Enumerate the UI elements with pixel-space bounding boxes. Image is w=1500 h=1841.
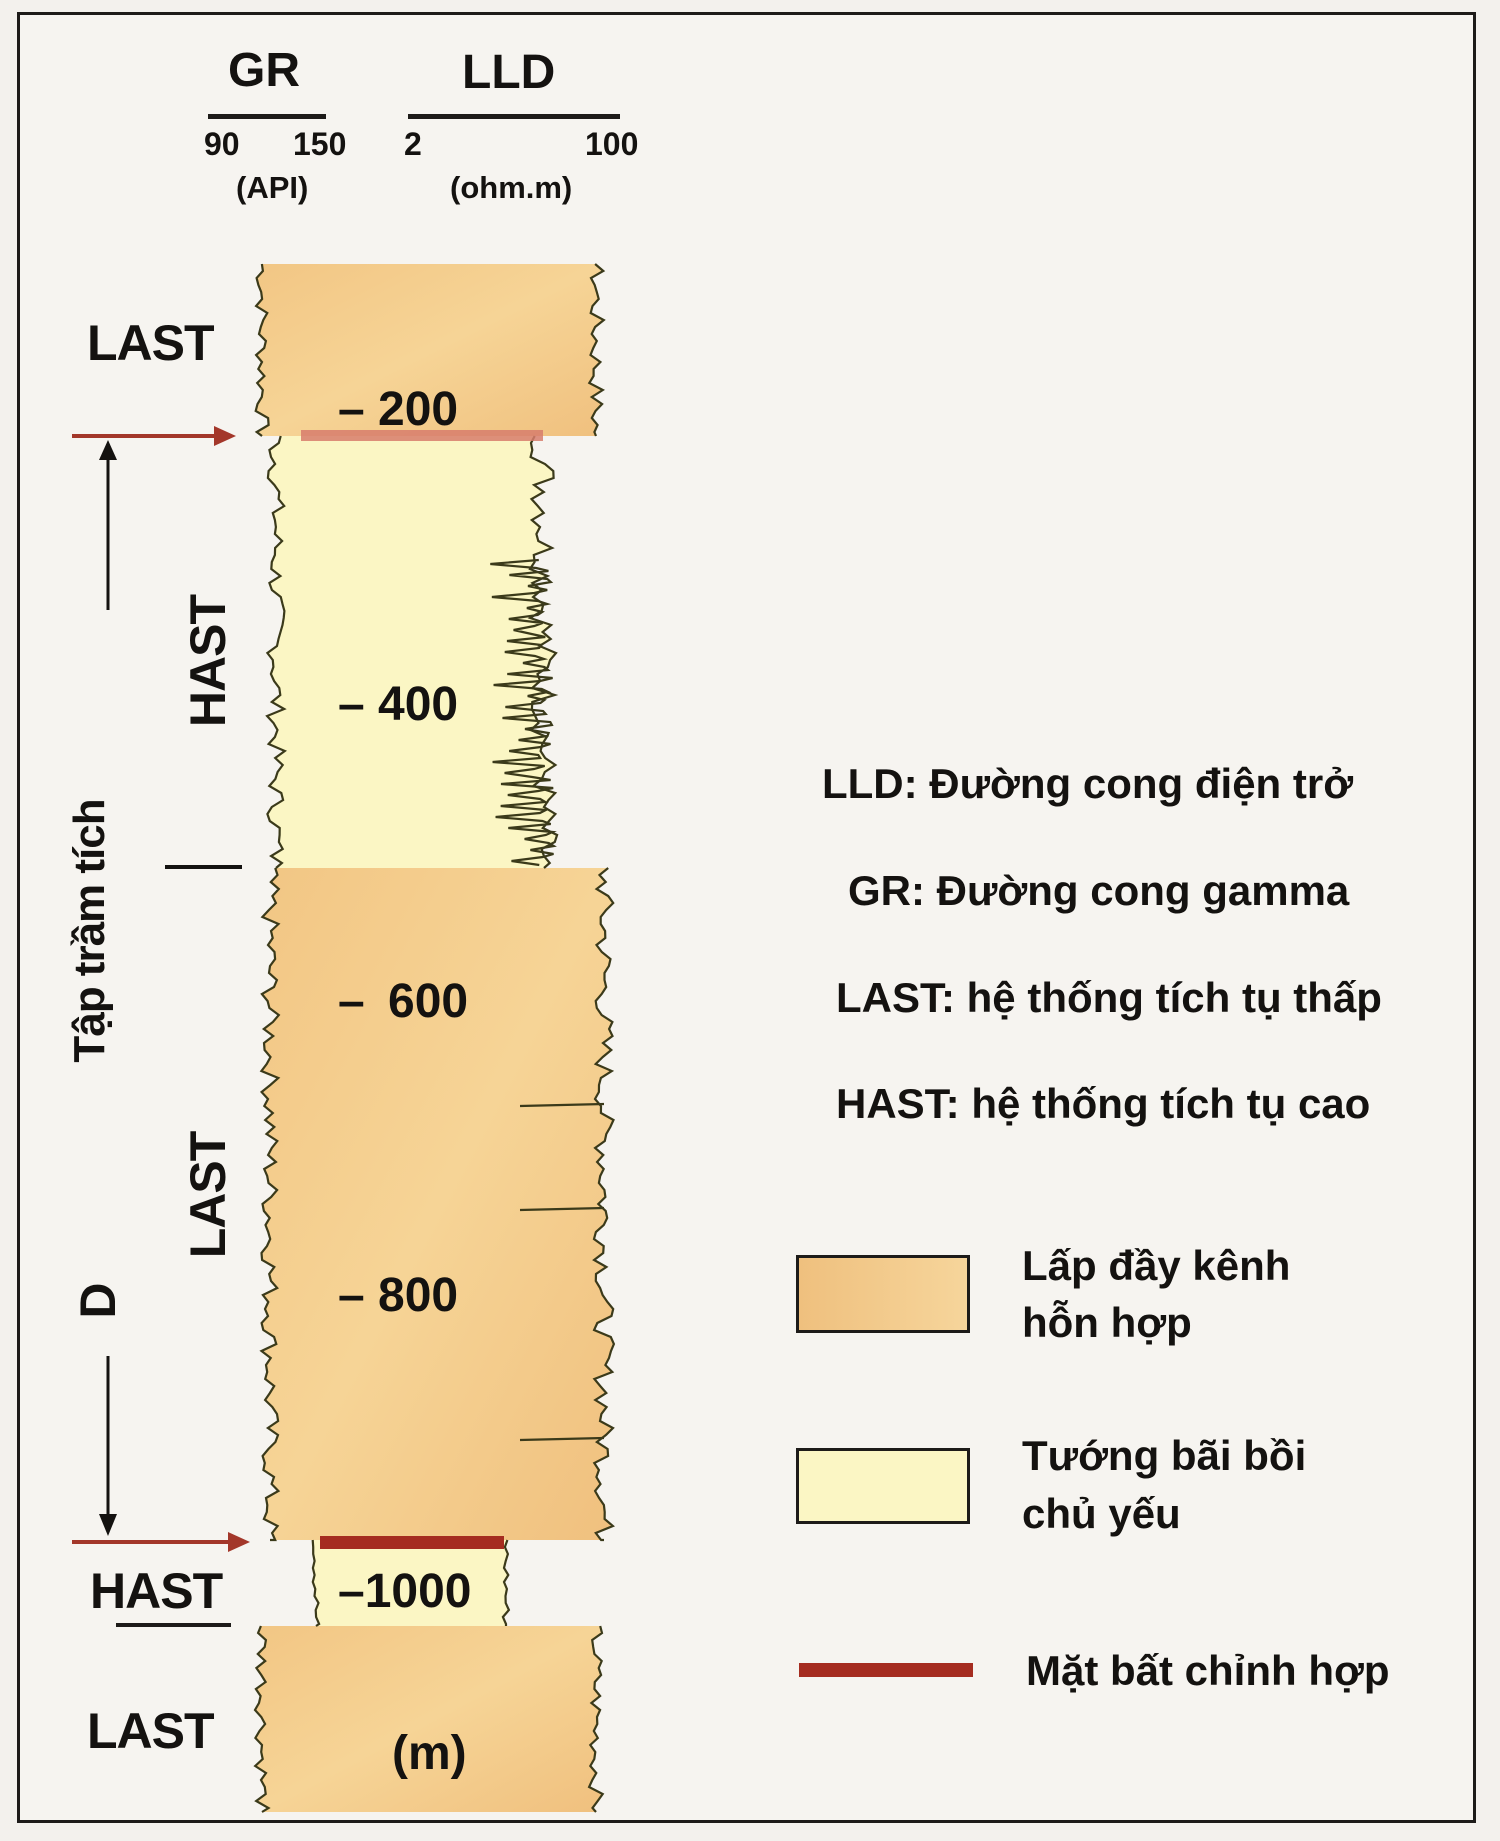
facies-channel-fill-bottom xyxy=(255,1626,603,1812)
arrow-down-icon xyxy=(99,1514,117,1536)
legend-floodplain-line1: Tướng bãi bồi xyxy=(1022,1432,1307,1479)
lld-unit: (ohm.m) xyxy=(450,170,573,205)
lld-log-spike-0 xyxy=(519,1102,605,1108)
gr-scale-max: 150 xyxy=(293,126,347,162)
zone-label-last-middle: LAST xyxy=(180,1131,236,1259)
sequence-label: Tập trầm tích xyxy=(65,799,114,1063)
lld-scale-max: 100 xyxy=(585,126,639,162)
legend-abbrev-gr: GR: Đường cong gamma xyxy=(848,867,1350,914)
facies-floodplain-upper-gr-log xyxy=(265,435,288,869)
legend-swatch-floodplain xyxy=(796,1448,970,1524)
gr-unit: (API) xyxy=(236,170,309,205)
lld-log-spike-2 xyxy=(519,1436,605,1442)
facies-floodplain-upper xyxy=(267,436,558,868)
legend-unconformity-label: Mặt bất chỉnh hợp xyxy=(1026,1647,1390,1694)
legend-abbrev-last: LAST: hệ thống tích tụ thấp xyxy=(836,974,1382,1021)
legend-abbrev-lld: LLD: Đường cong điện trở xyxy=(822,760,1354,807)
depth-tick-600: – 600 xyxy=(338,975,469,1028)
lld-log-spikes-upper xyxy=(490,558,557,867)
facies-floodplain-lower-gr-log xyxy=(311,1539,321,1627)
depth-tick-200: – 200 xyxy=(338,383,459,436)
figure-frame xyxy=(17,12,1476,1823)
gr-scale-bar xyxy=(208,114,326,119)
arrow-right-icon xyxy=(228,1532,250,1552)
facies-channel-fill-top-gr-log xyxy=(254,263,270,437)
facies-channel-fill-top-lld-log xyxy=(587,263,606,437)
depth-unit: (m) xyxy=(392,1727,467,1780)
zone-divider-hast-lower xyxy=(116,1623,231,1627)
facies-floodplain-lower xyxy=(312,1540,509,1626)
lld-log-title: LLD xyxy=(462,46,556,99)
legend-channel-fill-line1: Lấp đầy kênh xyxy=(1022,1242,1291,1289)
facies-floodplain-lower-lld-log xyxy=(501,1539,511,1626)
zone-label-last-top: LAST xyxy=(87,315,215,371)
gr-scale-min: 90 xyxy=(204,126,240,162)
lld-scale-min: 2 xyxy=(404,126,422,162)
legend-swatch-channel-fill xyxy=(796,1255,970,1333)
facies-channel-fill-bottom-lld-log xyxy=(587,1625,605,1813)
legend-floodplain-line2: chủ yếu xyxy=(1022,1490,1181,1537)
arrow-up-icon xyxy=(99,440,117,460)
facies-channel-fill-top xyxy=(255,264,604,436)
zone-label-hast-upper: HAST xyxy=(180,594,236,728)
legend-channel-fill-line2: hỗn hợp xyxy=(1022,1299,1192,1346)
gr-log-title: GR xyxy=(228,44,300,97)
facies-channel-fill-bottom-gr-log xyxy=(253,1625,271,1813)
zone-label-hast-lower: HAST xyxy=(90,1563,223,1619)
depth-tick-400: – 400 xyxy=(338,678,459,731)
lld-log-spike-1 xyxy=(519,1206,605,1212)
facies-channel-fill-middle xyxy=(261,868,614,1540)
legend-swatch-unconformity xyxy=(799,1663,973,1677)
depth-tick-800: – 800 xyxy=(338,1269,459,1322)
arrow-right-icon xyxy=(214,426,236,446)
lld-scale-bar xyxy=(408,114,620,119)
zone-label-last-bottom: LAST xyxy=(87,1703,215,1759)
legend-abbrev-hast: HAST: hệ thống tích tụ cao xyxy=(836,1080,1371,1127)
depth-tick-1000: –1000 xyxy=(338,1565,472,1618)
sequence-name: D xyxy=(70,1283,126,1319)
unconformity-lower xyxy=(320,1536,504,1549)
unconformity-upper xyxy=(301,430,543,441)
facies-floodplain-upper-lld-log xyxy=(527,435,559,869)
facies-channel-fill-middle-gr-log xyxy=(259,867,281,1542)
